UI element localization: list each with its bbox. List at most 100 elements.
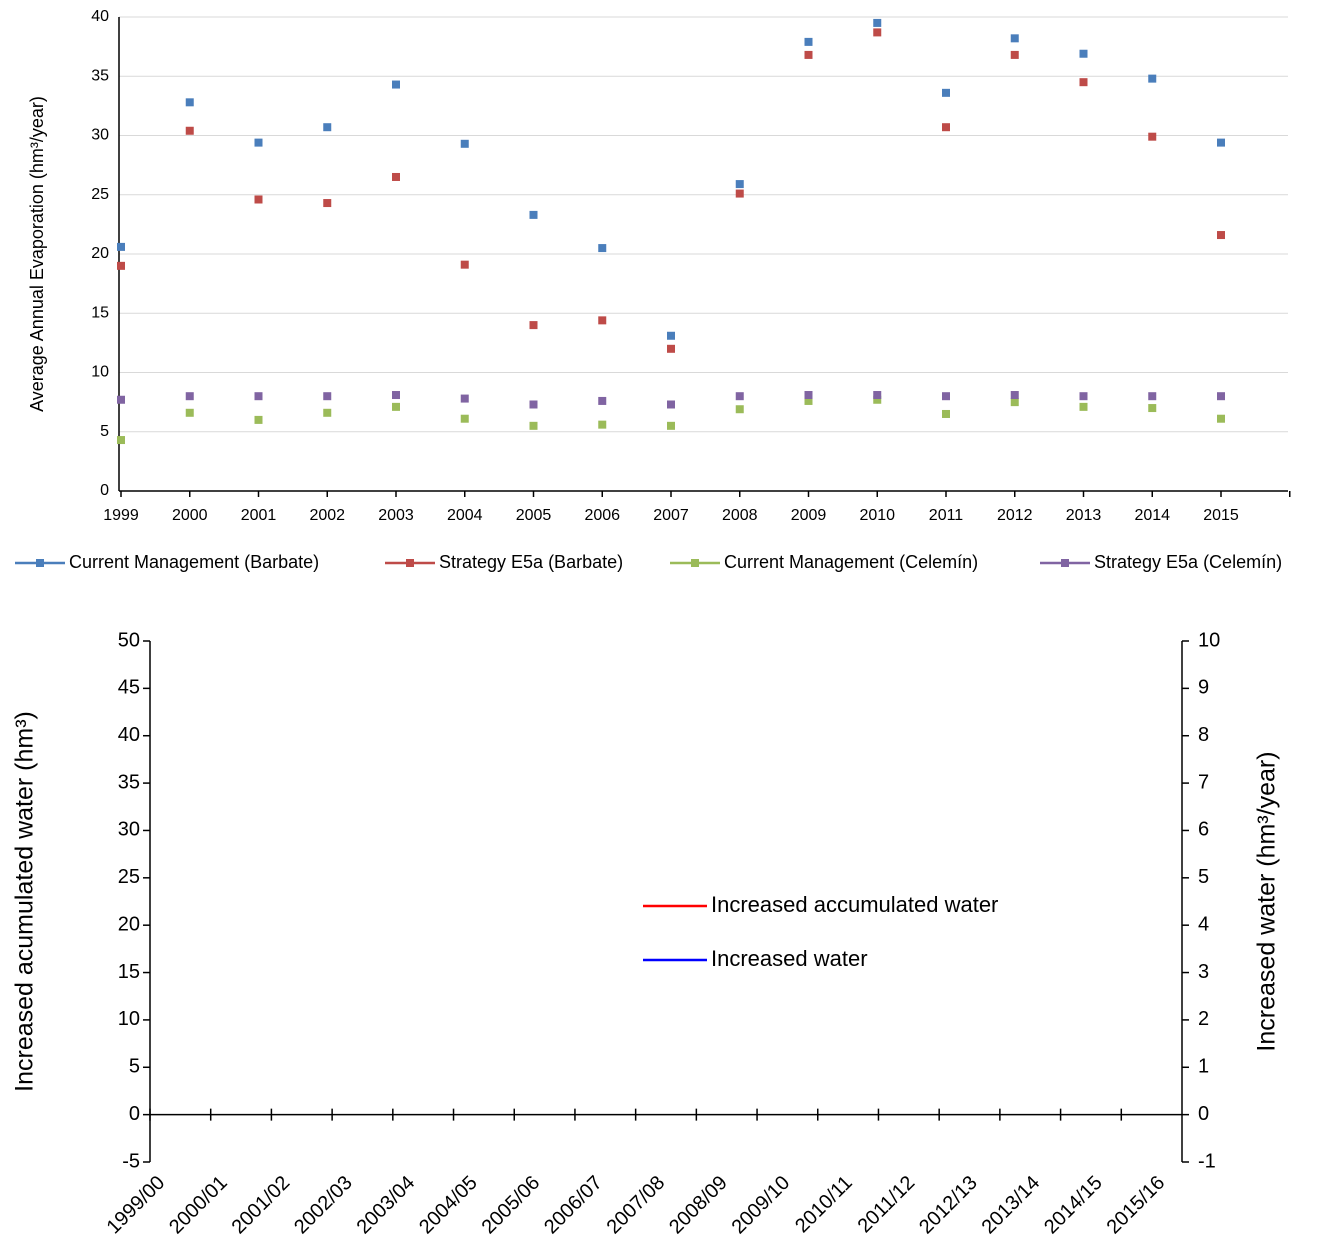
x-tick-label: 2007/08	[603, 1172, 670, 1239]
x-tick-label: 2009/10	[728, 1172, 795, 1239]
x-tick-label: 2000	[172, 507, 208, 524]
y-tick-label: 35	[91, 67, 109, 84]
x-tick-label: 2013/14	[978, 1172, 1045, 1239]
y-tick-label: 35	[118, 771, 140, 793]
marker	[254, 138, 263, 147]
y-axis-label: Increased acumulated water (hm³)	[11, 711, 39, 1092]
marker	[873, 395, 882, 404]
marker	[1217, 414, 1225, 423]
marker	[1217, 392, 1225, 401]
y2-tick-label: 0	[1198, 1103, 1209, 1125]
marker	[1148, 74, 1157, 83]
marker	[667, 400, 675, 409]
marker	[392, 172, 400, 181]
x-tick-label: 2003	[378, 507, 414, 524]
marker	[254, 415, 263, 424]
y2-tick-label: 8	[1198, 724, 1209, 746]
x-tick-label: 2008	[722, 507, 758, 524]
x-tick-label: 2011	[929, 507, 964, 524]
marker	[804, 50, 813, 59]
y-tick-label: -5	[122, 1150, 140, 1172]
marker	[735, 392, 744, 401]
plot-area	[117, 18, 1225, 445]
legend-label: Increased accumulated water	[711, 892, 998, 917]
x-tick-label: 2003/04	[353, 1172, 420, 1239]
marker	[873, 391, 882, 400]
marker	[667, 331, 675, 340]
legend-marker	[691, 559, 699, 567]
marker	[185, 408, 194, 417]
y2-tick-label: 10	[1198, 629, 1220, 651]
marker	[804, 37, 813, 46]
marker	[1079, 392, 1088, 401]
x-tick-label: 2001	[241, 507, 277, 524]
y-tick-label: 0	[100, 482, 109, 499]
x-tick-label: 2005/06	[478, 1172, 545, 1239]
y-tick-label: 5	[129, 1056, 140, 1078]
x-tick-label: 2012	[997, 507, 1033, 524]
legend-label: Current Management (Celemín)	[724, 552, 978, 572]
x-tick-label: 2011/12	[854, 1172, 920, 1238]
marker	[529, 421, 538, 430]
marker	[1217, 138, 1225, 147]
x-tick-label: 2015/16	[1103, 1172, 1170, 1239]
y-tick-label: 15	[91, 304, 109, 321]
marker	[1010, 34, 1019, 43]
marker	[117, 242, 125, 251]
marker	[1217, 231, 1225, 240]
y-tick-label: 25	[118, 866, 140, 888]
y-axis-label: Average Annual Evaporation (hm³/year)	[27, 96, 47, 412]
y-tick-label: 50	[118, 629, 140, 651]
marker	[942, 88, 950, 97]
y-tick-label: 20	[118, 913, 140, 935]
x-tick-label: 2002/03	[290, 1172, 357, 1239]
y-tick-label: 10	[118, 1008, 140, 1030]
y2-tick-label: 9	[1198, 677, 1209, 699]
y-tick-label: 30	[118, 819, 140, 841]
x-tick-label: 2006/07	[540, 1172, 607, 1239]
marker	[667, 344, 675, 353]
marker	[735, 180, 744, 189]
marker	[1079, 49, 1088, 58]
marker	[529, 321, 538, 330]
marker	[323, 199, 332, 208]
marker	[529, 400, 538, 409]
legend-marker	[1061, 559, 1069, 567]
x-tick-label: 2009	[791, 507, 827, 524]
x-tick-label: 2015	[1203, 507, 1239, 524]
marker	[942, 123, 950, 132]
x-tick-label: 2004/05	[415, 1172, 482, 1239]
marker	[598, 244, 607, 253]
x-tick-label: 2007	[653, 507, 689, 524]
x-tick-label: 2013	[1066, 507, 1102, 524]
legend-marker	[36, 559, 44, 567]
marker	[529, 210, 538, 219]
y-tick-label: 30	[91, 127, 109, 144]
marker	[117, 395, 125, 404]
y2-axis-label: Increased water (hm³/year)	[1253, 751, 1281, 1051]
legend-label: Strategy E5a (Celemín)	[1094, 552, 1282, 572]
marker	[1148, 404, 1157, 413]
marker	[735, 189, 744, 198]
y2-tick-label: 7	[1198, 771, 1209, 793]
y-tick-label: 10	[91, 364, 109, 381]
marker	[254, 392, 263, 401]
x-tick-label: 1999/00	[103, 1172, 170, 1239]
marker	[942, 409, 950, 418]
marker	[460, 414, 469, 423]
x-tick-label: 2006	[584, 507, 620, 524]
y2-tick-label: 1	[1198, 1056, 1209, 1078]
marker	[804, 396, 813, 405]
marker	[460, 139, 469, 148]
marker	[254, 195, 263, 204]
y-tick-label: 40	[118, 724, 140, 746]
x-tick-label: 2005	[516, 507, 552, 524]
marker	[117, 436, 125, 445]
y2-tick-label: 5	[1198, 866, 1209, 888]
marker	[185, 392, 194, 401]
marker	[392, 391, 400, 400]
y-tick-label: 20	[91, 245, 109, 262]
marker	[942, 392, 950, 401]
marker	[185, 98, 194, 107]
y-tick-label: 25	[91, 186, 109, 203]
